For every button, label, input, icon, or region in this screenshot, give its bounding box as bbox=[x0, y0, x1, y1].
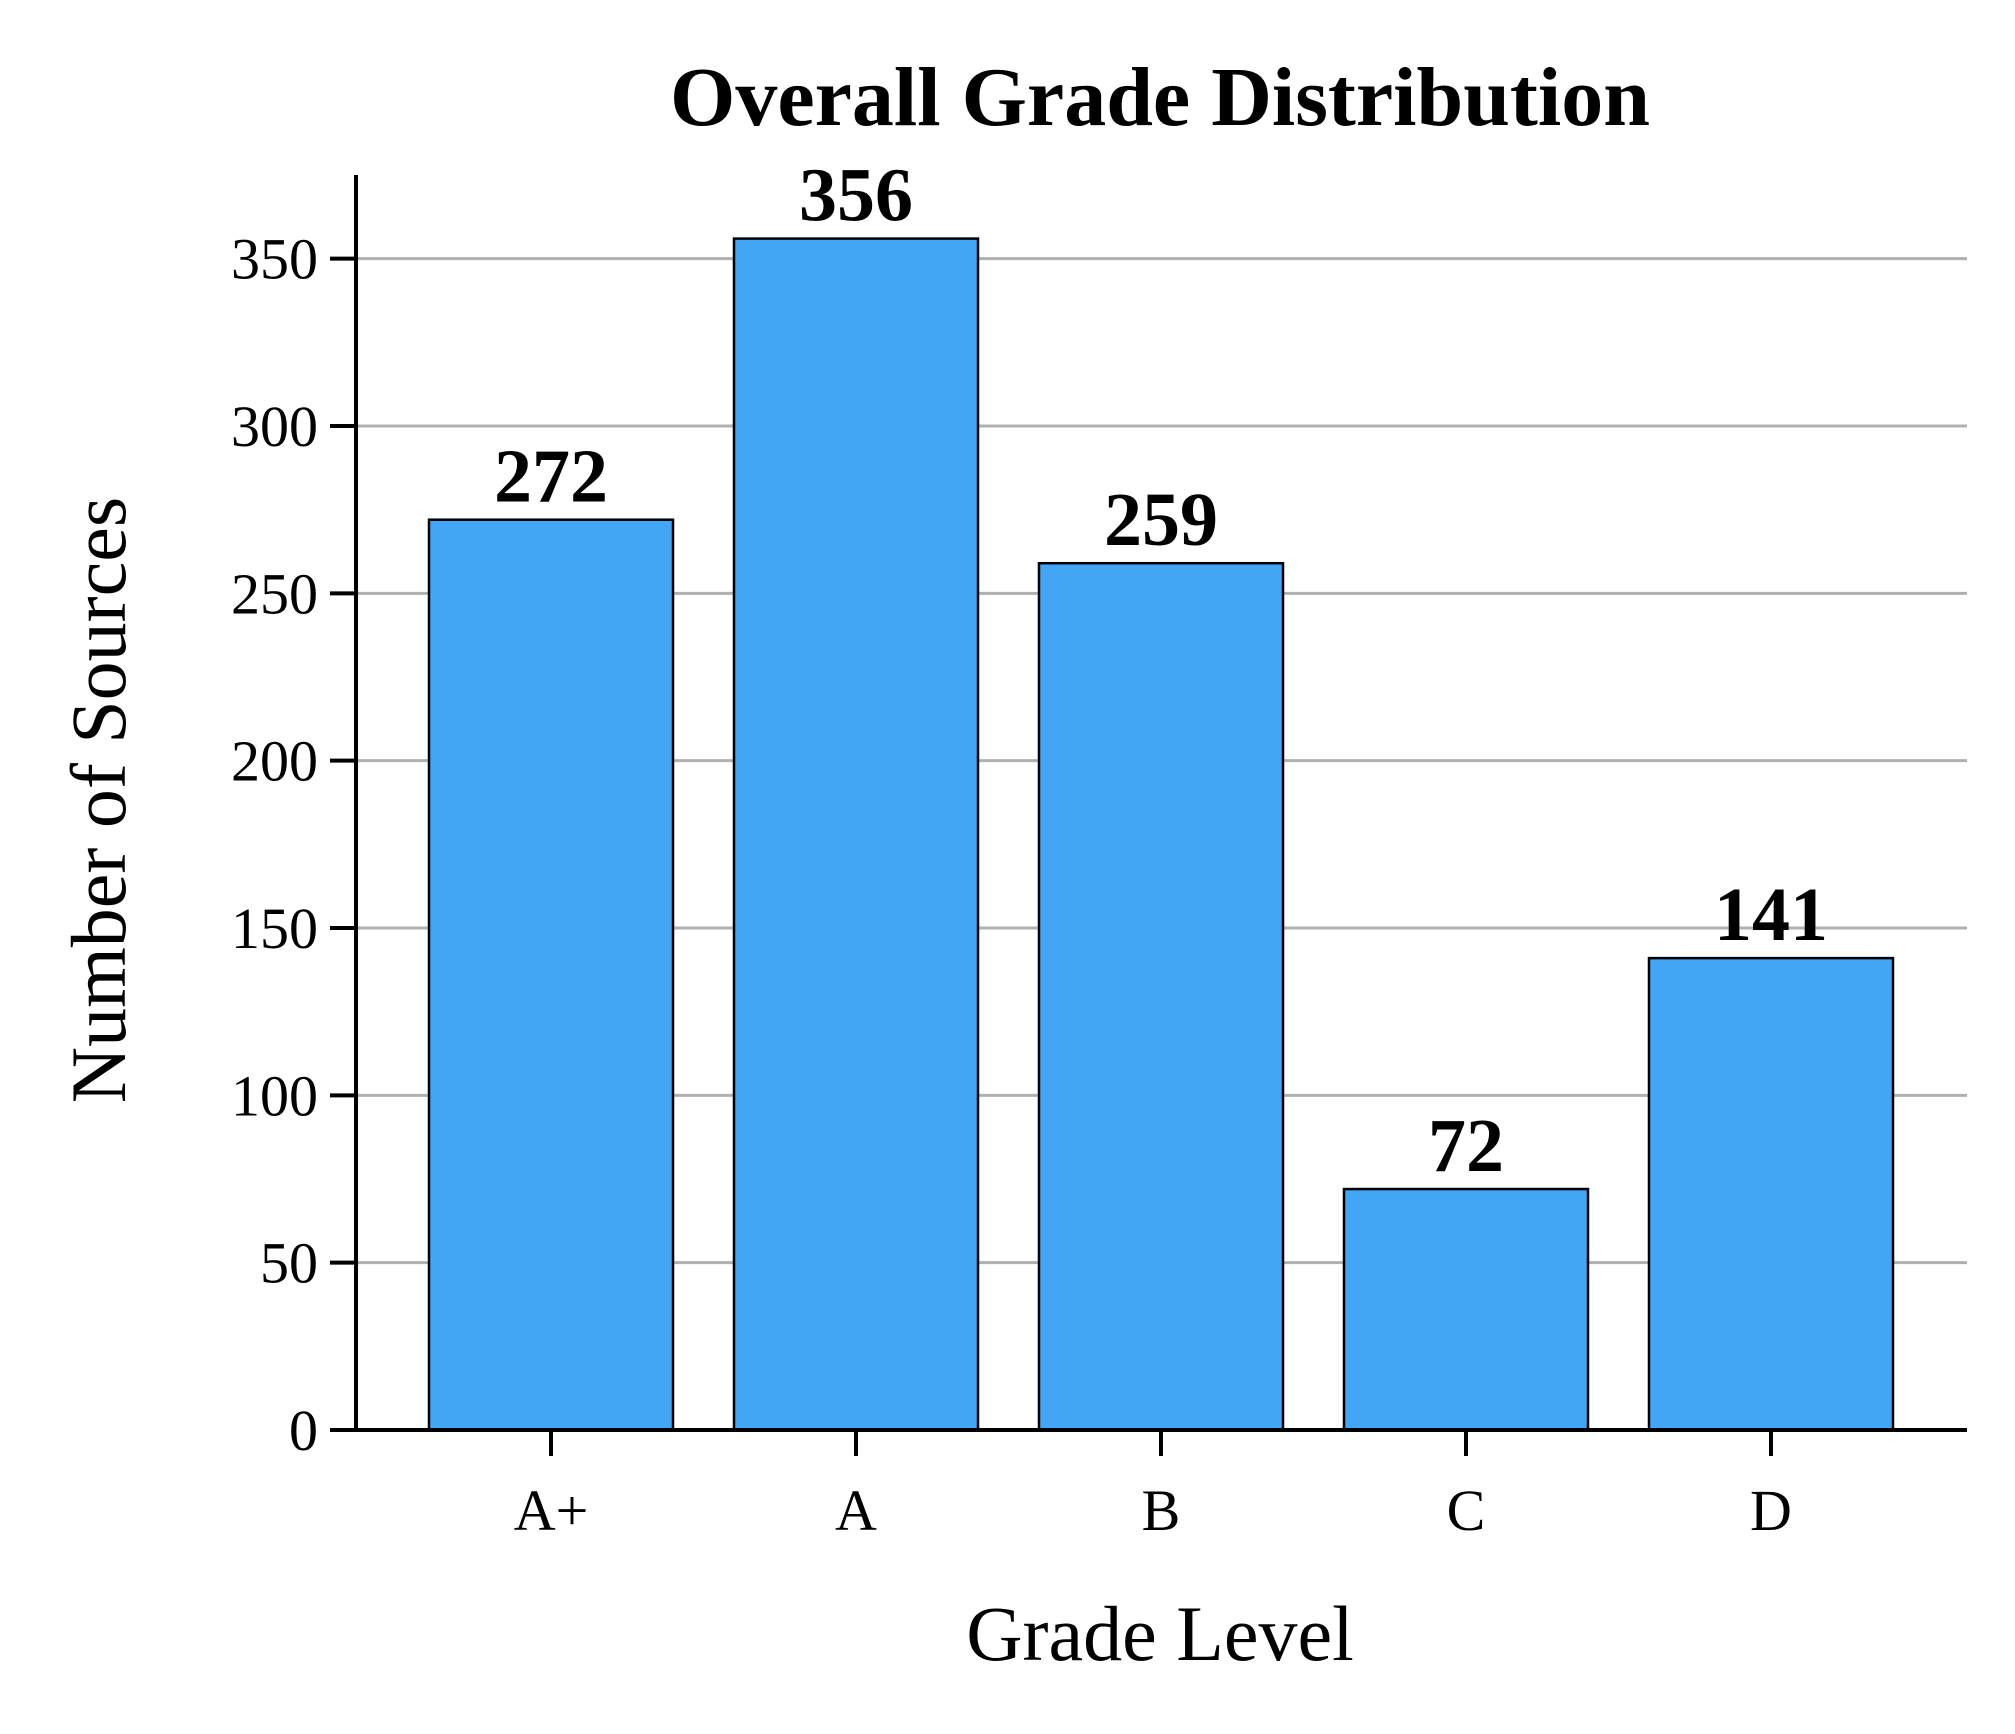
y-tick-label: 250 bbox=[231, 561, 318, 626]
x-tick-label: C bbox=[1447, 1478, 1486, 1543]
y-tick-label: 100 bbox=[231, 1063, 318, 1128]
x-tick-label: D bbox=[1750, 1478, 1792, 1543]
x-axis-title: Grade Level bbox=[966, 1590, 1354, 1677]
value-label: 141 bbox=[1714, 873, 1828, 957]
x-axis-ticks: A+ A B C D bbox=[514, 1430, 1792, 1543]
bar-C bbox=[1342, 1187, 1590, 1432]
y-tick-label: 0 bbox=[289, 1398, 318, 1463]
chart-title: Overall Grade Distribution bbox=[670, 51, 1650, 144]
x-tick-label: A bbox=[835, 1478, 877, 1543]
value-label: 272 bbox=[494, 435, 608, 519]
value-label: 356 bbox=[799, 154, 913, 238]
value-label: 72 bbox=[1428, 1104, 1504, 1188]
y-tick-label: 50 bbox=[260, 1231, 318, 1296]
y-axis-title: Number of Sources bbox=[55, 497, 142, 1104]
value-labels: 272 356 259 72 141 bbox=[494, 154, 1828, 1188]
x-tick-label: B bbox=[1142, 1478, 1181, 1543]
bars bbox=[427, 237, 1895, 1432]
x-tick-label: A+ bbox=[514, 1478, 589, 1543]
value-label: 259 bbox=[1104, 478, 1218, 562]
bar-A+ bbox=[427, 518, 675, 1432]
y-tick-label: 350 bbox=[231, 227, 318, 292]
bar-D bbox=[1647, 956, 1895, 1432]
y-tick-label: 200 bbox=[231, 729, 318, 794]
bar-A bbox=[732, 237, 980, 1432]
y-tick-label: 300 bbox=[231, 394, 318, 459]
y-axis-ticks: 0 50 100 150 200 250 300 350 bbox=[231, 227, 356, 1463]
bar-B bbox=[1037, 561, 1285, 1432]
y-tick-label: 150 bbox=[231, 896, 318, 961]
